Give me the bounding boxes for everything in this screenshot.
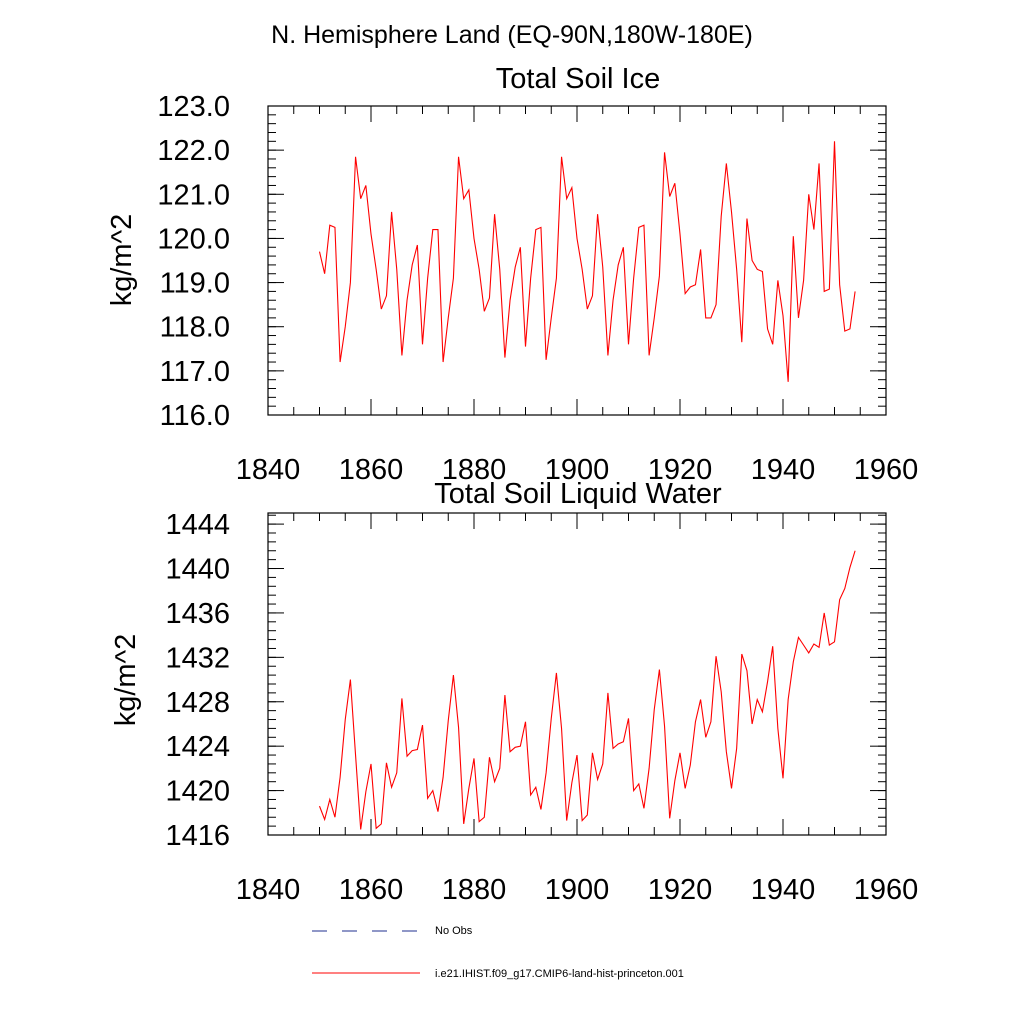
x-tick-label: 1960 xyxy=(854,454,919,486)
plot-frame xyxy=(267,105,887,416)
legend-label-run: i.e21.IHIST.f09_g17.CMIP6-land-hist-prin… xyxy=(435,968,684,980)
x-tick-label: 1860 xyxy=(339,454,404,486)
y-tick-label: 119.0 xyxy=(160,268,230,300)
y-tick-label: 121.0 xyxy=(157,179,230,211)
y-tick-label: 1444 xyxy=(165,509,230,541)
x-tick-label: 1860 xyxy=(339,874,404,906)
x-tick-label: 1840 xyxy=(236,874,301,906)
y-tick-label: 118.0 xyxy=(160,312,230,344)
tick-labels: 1840 1860 1880 1900 1920 1940 1960 116.0 117.0 11… xyxy=(157,91,918,486)
y-tick-label: 1436 xyxy=(165,598,230,630)
tick-labels: 1840 1860 1880 1900 1920 1940 1960 1416 1420 1424… xyxy=(165,509,918,906)
series-line xyxy=(318,550,856,830)
x-tick-label: 1920 xyxy=(648,874,713,906)
y-tick-label: 1440 xyxy=(165,554,230,586)
x-tick-label: 1960 xyxy=(854,874,919,906)
series-line xyxy=(318,141,856,382)
chart-title: Total Soil Liquid Water xyxy=(434,478,722,510)
x-tick-label: 1880 xyxy=(442,454,507,486)
y-tick-label: 1428 xyxy=(165,687,230,719)
axis-ticks xyxy=(267,513,887,836)
axis-ticks xyxy=(267,105,887,416)
y-axis-label: kg/m^2 xyxy=(110,634,142,727)
chart-title: Total Soil Ice xyxy=(496,63,660,95)
y-tick-label: 1416 xyxy=(165,820,230,852)
y-tick-label: 120.0 xyxy=(157,223,230,255)
x-tick-label: 1880 xyxy=(442,874,507,906)
y-tick-label: 1424 xyxy=(165,731,230,763)
legend-label-no-obs: No Obs xyxy=(435,925,473,937)
x-tick-label: 1900 xyxy=(545,454,610,486)
y-tick-label: 117.0 xyxy=(160,356,230,388)
y-tick-label: 116.0 xyxy=(160,400,230,432)
chart-panel-total-soil-ice: Total Soil Ice kg/m^2 1840 1860 1880 1900 19… xyxy=(106,63,918,486)
legend: No Obs i.e21.IHIST.f09_g17.CMIP6-land-hi… xyxy=(312,925,684,980)
x-tick-label: 1940 xyxy=(751,874,816,906)
x-tick-label: 1940 xyxy=(751,454,816,486)
x-tick-label: 1900 xyxy=(545,874,610,906)
chart-panel-total-soil-liquid-water: Total Soil Liquid Water kg/m^2 1840 1860 1… xyxy=(110,478,918,906)
y-tick-label: 1432 xyxy=(165,642,230,674)
y-tick-label: 122.0 xyxy=(157,135,230,167)
y-tick-label: 123.0 xyxy=(157,91,230,123)
y-axis-label: kg/m^2 xyxy=(106,214,138,307)
x-tick-label: 1840 xyxy=(236,454,301,486)
plot-frame xyxy=(267,512,887,836)
page-title: N. Hemisphere Land (EQ-90N,180W-180E) xyxy=(271,21,753,49)
x-tick-label: 1920 xyxy=(648,454,713,486)
y-tick-label: 1420 xyxy=(165,776,230,808)
